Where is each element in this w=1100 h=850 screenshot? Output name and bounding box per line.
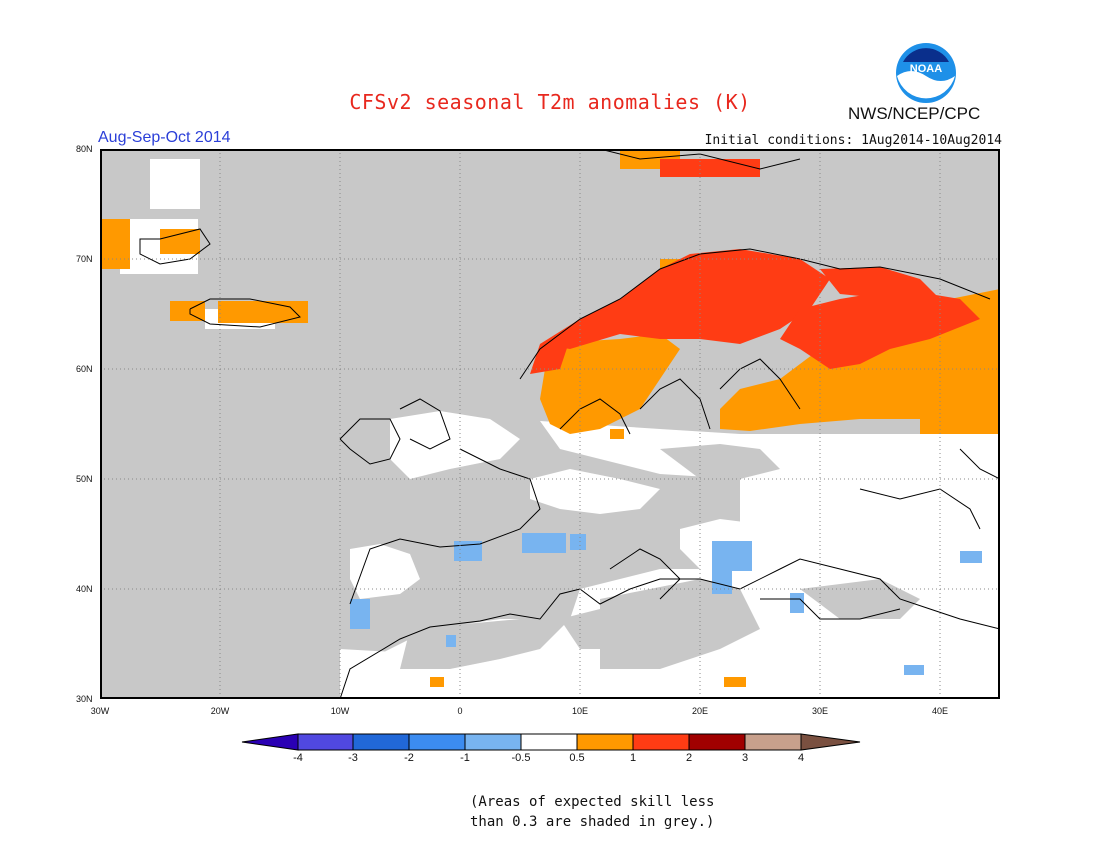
colorbar-label: -0.5 <box>511 752 531 764</box>
lon-label: 30E <box>811 706 828 716</box>
colorbar <box>241 733 861 751</box>
colorbar-bin <box>408 733 466 751</box>
lon-label: 30W <box>90 706 110 716</box>
colorbar-bin <box>576 733 634 751</box>
lat-label: 70N <box>76 254 93 264</box>
colorbar-label: -2 <box>404 752 414 764</box>
colorbar-bin <box>352 733 410 751</box>
skill-note-line2: than 0.3 are shaded in grey.) <box>470 814 715 830</box>
colorbar-bin <box>297 733 354 751</box>
noaa-logo-text: NOAA <box>910 63 942 75</box>
colorbar-arrow-high <box>800 733 861 751</box>
colorbar-arrow-low <box>241 733 299 751</box>
lon-label: 10W <box>330 706 350 716</box>
skill-note: (Areas of expected skill less than 0.3 a… <box>470 792 730 832</box>
lon-label: 20W <box>210 706 230 716</box>
colorbar-label: -3 <box>348 752 358 764</box>
chart-title: CFSv2 seasonal T2m anomalies (K) <box>349 90 751 114</box>
anomaly-map <box>100 149 1000 699</box>
skill-note-line1: (Areas of expected skill less <box>470 794 715 810</box>
map-frame <box>100 149 1000 699</box>
colorbar-label: -4 <box>293 752 303 764</box>
low-skill-patches <box>400 444 920 669</box>
colorbar-label: 1 <box>629 752 637 764</box>
colorbar-label: -1 <box>460 752 470 764</box>
lon-label: 0 <box>457 706 463 716</box>
noaa-logo: NOAA <box>896 43 956 103</box>
lat-label: 60N <box>76 364 93 374</box>
colorbar-label: 3 <box>741 752 749 764</box>
lat-label: 30N <box>76 694 93 704</box>
colorbar-bin <box>520 733 578 751</box>
initial-conditions: Initial conditions: 1Aug2014-10Aug2014 <box>704 133 1002 148</box>
lat-label: 40N <box>76 584 93 594</box>
colorbar-bin <box>464 733 522 751</box>
colorbar-bin <box>744 733 802 751</box>
lon-label: 40E <box>931 706 948 716</box>
anomaly-1-to-2 <box>530 159 980 374</box>
lon-label: 10E <box>571 706 588 716</box>
colorbar-label: 0.5 <box>569 752 585 764</box>
organization-label: NWS/NCEP/CPC <box>848 104 981 123</box>
colorbar-bin <box>632 733 690 751</box>
colorbar-label: 4 <box>797 752 805 764</box>
lon-label: 20E <box>691 706 708 716</box>
lat-label: 50N <box>76 474 93 484</box>
anomaly-neg1-to-neg0.5 <box>350 533 982 675</box>
lat-label: 80N <box>76 144 93 154</box>
colorbar-label: 2 <box>685 752 693 764</box>
colorbar-bin <box>688 733 746 751</box>
season-label: Aug-Sep-Oct 2014 <box>98 129 231 146</box>
